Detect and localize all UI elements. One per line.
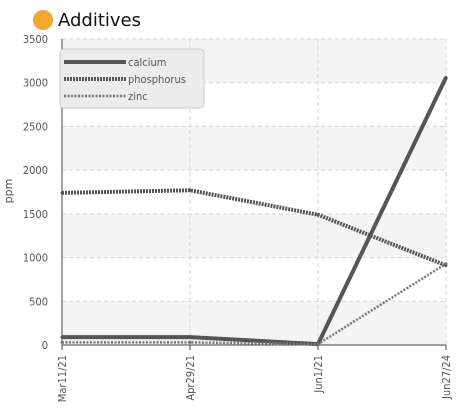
x-tick-label: Jun1/21 xyxy=(312,355,325,394)
series-line-zinc xyxy=(62,262,447,346)
y-tick-label: 2500 xyxy=(23,120,48,133)
legend: calcium phosphorus zinc xyxy=(59,48,205,109)
data-point-zinc xyxy=(444,262,448,266)
series-lines xyxy=(60,75,448,347)
legend-label-calcium: calcium xyxy=(128,56,166,69)
data-point-zinc xyxy=(188,340,192,344)
x-tick-label: Jun27/24 xyxy=(440,355,453,400)
x-tick-label: Apr29/21 xyxy=(184,355,197,401)
data-point-phosphorus xyxy=(60,191,64,195)
data-point-phosphorus xyxy=(316,213,320,217)
data-point-phosphorus xyxy=(188,188,192,192)
y-tick-label: 0 xyxy=(42,339,48,352)
data-point-calcium xyxy=(60,335,64,339)
plot-band xyxy=(62,213,446,258)
y-tick-label: 3500 xyxy=(23,33,48,46)
title-dot-icon xyxy=(33,10,53,30)
y-tick-label: 1500 xyxy=(23,208,48,221)
series-line-phosphorus xyxy=(61,188,447,268)
data-point-calcium xyxy=(188,335,192,339)
legend-label-phosphorus: phosphorus xyxy=(128,73,186,86)
x-tick-labels: Mar11/21 Apr29/21 Jun1/21 Jun27/24 xyxy=(56,355,453,402)
data-point-zinc xyxy=(60,340,64,344)
y-tick-label: 3000 xyxy=(23,77,48,90)
chart-title: Additives xyxy=(33,6,141,34)
chart-title-text: Additives xyxy=(58,9,142,31)
y-tick-label: 1000 xyxy=(23,252,48,265)
legend-label-zinc: zinc xyxy=(128,90,148,103)
series-line-calcium xyxy=(62,76,448,347)
y-tick-label: 500 xyxy=(29,295,48,308)
y-tick-labels: 0 500 1000 1500 2000 2500 3000 3500 xyxy=(23,33,48,352)
x-tick-label: Mar11/21 xyxy=(56,355,69,402)
plot-band xyxy=(62,126,446,171)
y-axis-label: ppm xyxy=(2,179,15,204)
data-point-calcium xyxy=(444,75,448,79)
y-tick-label: 2000 xyxy=(23,164,48,177)
data-point-zinc xyxy=(316,342,320,346)
